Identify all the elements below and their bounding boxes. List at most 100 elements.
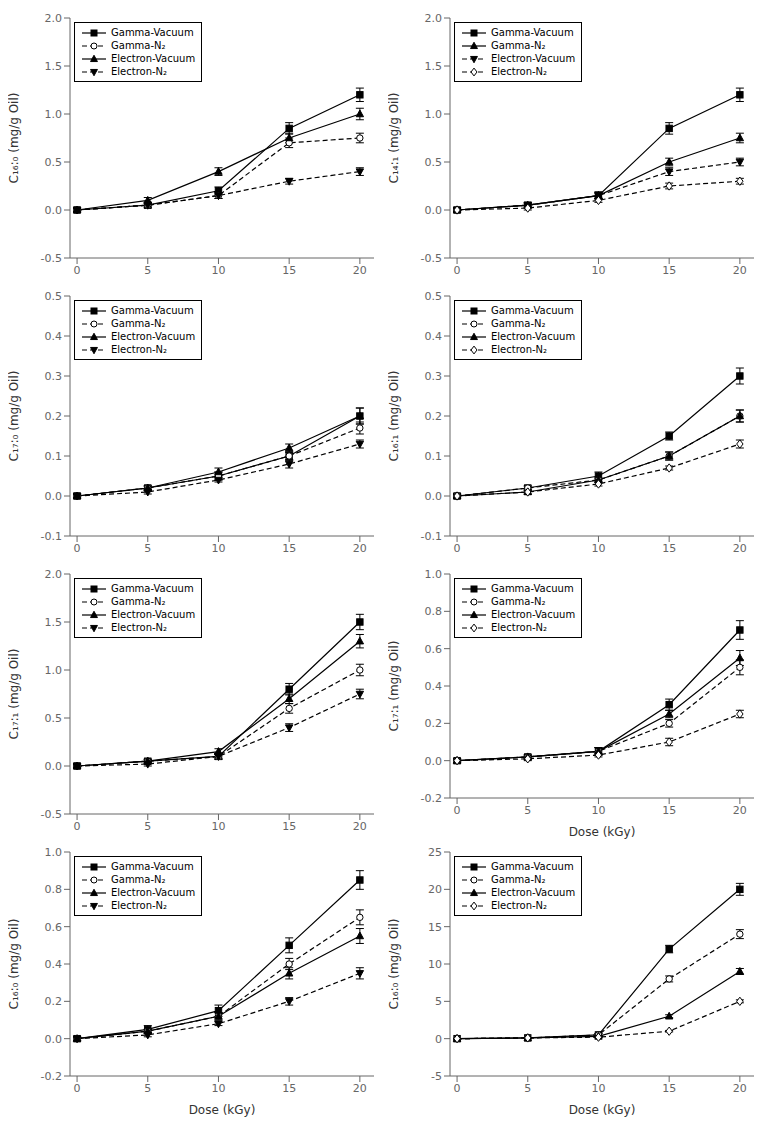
svg-text:10: 10	[211, 542, 225, 555]
svg-text:C₁₇:₁ (mg/g Oil): C₁₇:₁ (mg/g Oil)	[8, 649, 21, 740]
svg-text:2.0: 2.0	[45, 568, 63, 581]
svg-text:1.0: 1.0	[425, 108, 443, 121]
svg-text:15: 15	[662, 804, 676, 817]
svg-text:0.5: 0.5	[425, 156, 443, 169]
svg-text:0.8: 0.8	[425, 605, 443, 618]
svg-text:15: 15	[282, 264, 296, 277]
svg-text:0.4: 0.4	[45, 958, 63, 971]
svg-text:0.6: 0.6	[425, 643, 443, 656]
svg-text:2.0: 2.0	[45, 12, 63, 25]
svg-text:5: 5	[144, 264, 151, 277]
svg-text:20: 20	[733, 1082, 747, 1095]
svg-text:0.5: 0.5	[45, 712, 63, 725]
svg-text:5: 5	[524, 264, 531, 277]
svg-text:10: 10	[591, 1082, 605, 1095]
svg-text:-0.1: -0.1	[41, 530, 62, 543]
svg-text:5: 5	[144, 820, 151, 833]
svg-text:0.4: 0.4	[425, 330, 443, 343]
svg-text:-0.2: -0.2	[41, 1070, 62, 1083]
svg-text:0: 0	[454, 264, 461, 277]
svg-text:10: 10	[591, 264, 605, 277]
svg-text:20: 20	[353, 820, 367, 833]
svg-text:0.0: 0.0	[425, 490, 443, 503]
svg-text:10: 10	[428, 958, 442, 971]
svg-text:10: 10	[211, 820, 225, 833]
svg-text:20: 20	[428, 883, 442, 896]
svg-text:5: 5	[524, 804, 531, 817]
svg-text:C₁₇:₁ (mg/g Oil): C₁₇:₁ (mg/g Oil)	[388, 641, 401, 732]
svg-text:0.0: 0.0	[45, 1033, 63, 1046]
svg-text:0.0: 0.0	[425, 204, 443, 217]
svg-text:20: 20	[353, 542, 367, 555]
svg-text:1.0: 1.0	[45, 108, 63, 121]
svg-text:0: 0	[454, 542, 461, 555]
svg-text:15: 15	[662, 264, 676, 277]
svg-text:0.2: 0.2	[425, 717, 443, 730]
svg-text:0.3: 0.3	[45, 370, 63, 383]
svg-text:1.0: 1.0	[425, 568, 443, 581]
svg-text:0.1: 0.1	[425, 450, 443, 463]
svg-text:C₁₇:₀ (mg/g Oil): C₁₇:₀ (mg/g Oil)	[8, 371, 21, 462]
svg-text:0: 0	[454, 804, 461, 817]
svg-text:1.5: 1.5	[45, 616, 63, 629]
svg-text:-0.5: -0.5	[421, 252, 442, 265]
svg-text:0: 0	[74, 264, 81, 277]
svg-text:15: 15	[662, 542, 676, 555]
svg-text:2.0: 2.0	[425, 12, 443, 25]
svg-text:0.0: 0.0	[45, 204, 63, 217]
svg-text:C₁₆:₀ (mg/g Oil): C₁₆:₀ (mg/g Oil)	[8, 919, 21, 1010]
svg-text:10: 10	[591, 804, 605, 817]
svg-text:0: 0	[74, 542, 81, 555]
svg-text:0.5: 0.5	[45, 290, 63, 303]
svg-text:C₁₆:₁ (mg/g Oil): C₁₆:₁ (mg/g Oil)	[388, 371, 401, 462]
svg-text:0.4: 0.4	[425, 680, 443, 693]
svg-text:C₁₄:₁ (mg/g Oil): C₁₄:₁ (mg/g Oil)	[388, 93, 401, 184]
svg-text:-5: -5	[431, 1070, 442, 1083]
svg-text:15: 15	[662, 1082, 676, 1095]
svg-text:15: 15	[282, 1082, 296, 1095]
svg-text:20: 20	[733, 542, 747, 555]
svg-text:10: 10	[211, 1082, 225, 1095]
svg-text:15: 15	[282, 820, 296, 833]
svg-text:0: 0	[74, 1082, 81, 1095]
svg-text:0.2: 0.2	[45, 995, 63, 1008]
svg-text:0.6: 0.6	[45, 921, 63, 934]
svg-text:5: 5	[524, 1082, 531, 1095]
svg-text:15: 15	[428, 921, 442, 934]
svg-text:-0.1: -0.1	[421, 530, 442, 543]
svg-text:-0.5: -0.5	[41, 808, 62, 821]
svg-text:5: 5	[144, 1082, 151, 1095]
svg-text:15: 15	[282, 542, 296, 555]
svg-text:1.0: 1.0	[45, 664, 63, 677]
svg-text:0: 0	[454, 1082, 461, 1095]
svg-text:Dose (kGy): Dose (kGy)	[189, 1103, 256, 1117]
svg-text:1.5: 1.5	[425, 60, 443, 73]
svg-text:0.1: 0.1	[45, 450, 63, 463]
svg-text:-0.5: -0.5	[41, 252, 62, 265]
svg-text:0.5: 0.5	[45, 156, 63, 169]
svg-text:20: 20	[733, 264, 747, 277]
svg-text:20: 20	[353, 264, 367, 277]
svg-text:0.0: 0.0	[45, 490, 63, 503]
svg-text:0.0: 0.0	[425, 755, 443, 768]
svg-text:-0.2: -0.2	[421, 792, 442, 805]
svg-text:25: 25	[428, 846, 442, 859]
svg-text:0.8: 0.8	[45, 883, 63, 896]
svg-text:20: 20	[353, 1082, 367, 1095]
svg-text:20: 20	[733, 804, 747, 817]
svg-text:5: 5	[524, 542, 531, 555]
svg-text:Dose (kGy): Dose (kGy)	[569, 825, 636, 839]
svg-text:0.4: 0.4	[45, 330, 63, 343]
svg-text:10: 10	[211, 264, 225, 277]
svg-text:C₁₆:₀ (mg/g Oil): C₁₆:₀ (mg/g Oil)	[388, 919, 401, 1010]
svg-text:0.3: 0.3	[425, 370, 443, 383]
svg-text:0: 0	[435, 1033, 442, 1046]
svg-text:C₁₆:₀ (mg/g Oil): C₁₆:₀ (mg/g Oil)	[8, 93, 21, 184]
svg-text:0.0: 0.0	[45, 760, 63, 773]
svg-text:Dose (kGy): Dose (kGy)	[569, 1103, 636, 1117]
svg-text:1.0: 1.0	[45, 846, 63, 859]
svg-text:10: 10	[591, 542, 605, 555]
svg-text:5: 5	[435, 995, 442, 1008]
svg-text:0.2: 0.2	[45, 410, 63, 423]
svg-text:0: 0	[74, 820, 81, 833]
